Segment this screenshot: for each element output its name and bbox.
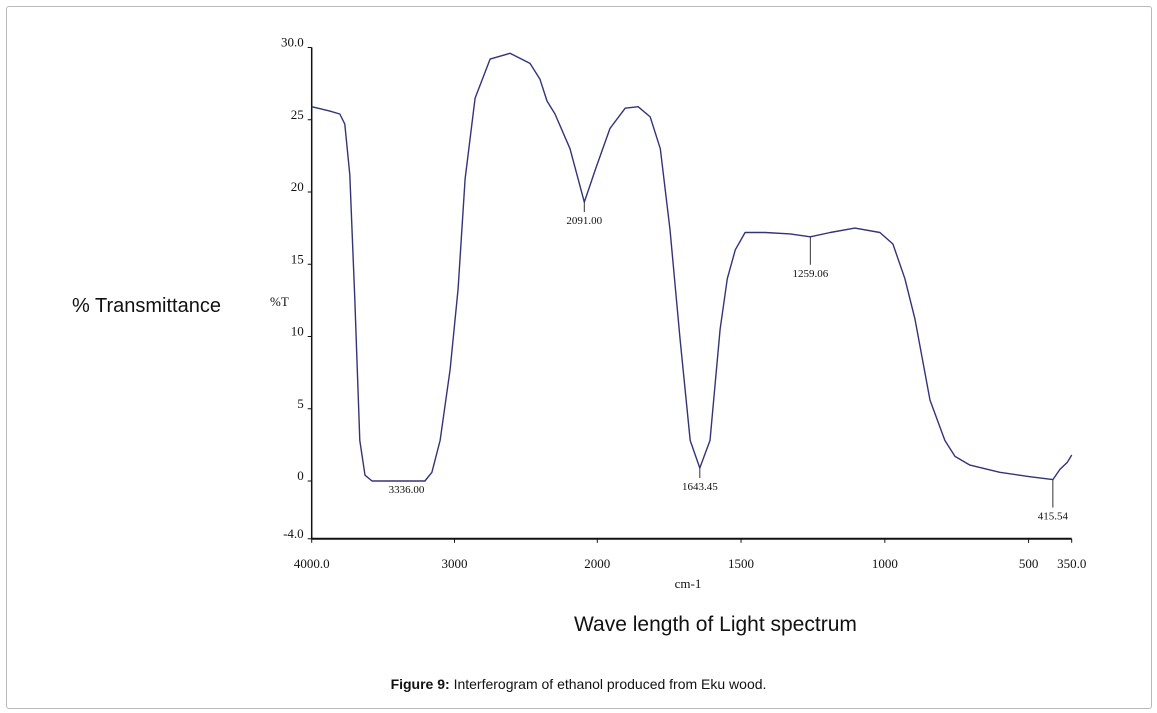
y-tick-label: 20 <box>291 179 304 194</box>
y-tick-label: 30.0 <box>281 35 304 50</box>
peak-label: 415.54 <box>1038 511 1069 523</box>
y-tick-label: 15 <box>291 251 304 266</box>
figure-frame <box>6 6 1152 709</box>
x-axis-label: cm-1 <box>675 576 702 591</box>
x-tick-label: 500 <box>1019 556 1039 571</box>
spectrum-line <box>311 52 1073 482</box>
x-tick-label: 3000 <box>442 556 468 571</box>
y-tick-label: 5 <box>297 396 304 411</box>
y-tick-label: 10 <box>291 324 304 339</box>
caption-label: Figure 9: <box>390 676 450 692</box>
x-tick-label: 350.0 <box>1057 556 1086 571</box>
x-tick-label: 4000.0 <box>294 556 330 571</box>
y-tick-label: -4.0 <box>283 526 304 541</box>
x-tick-label: 1500 <box>728 556 754 571</box>
y-axis-label: %T <box>270 294 289 309</box>
y-tick-label: 25 <box>291 107 304 122</box>
caption-text: Interferogram of ethanol produced from E… <box>449 676 767 692</box>
peak-label: 3336.00 <box>389 484 425 496</box>
x-tick-label: 2000 <box>584 556 610 571</box>
peak-label: 1643.45 <box>682 481 718 493</box>
y-tick-label: 0 <box>297 468 304 483</box>
figure-caption: Figure 9: Interferogram of ethanol produ… <box>0 676 1157 692</box>
x-axis-outer-title: Wave length of Light spectrum <box>574 613 857 636</box>
peak-label: 1259.06 <box>792 268 828 280</box>
x-tick-label: 1000 <box>872 556 898 571</box>
peak-label: 2091.00 <box>566 215 602 227</box>
y-axis-outer-title: % Transmittance <box>72 295 221 317</box>
